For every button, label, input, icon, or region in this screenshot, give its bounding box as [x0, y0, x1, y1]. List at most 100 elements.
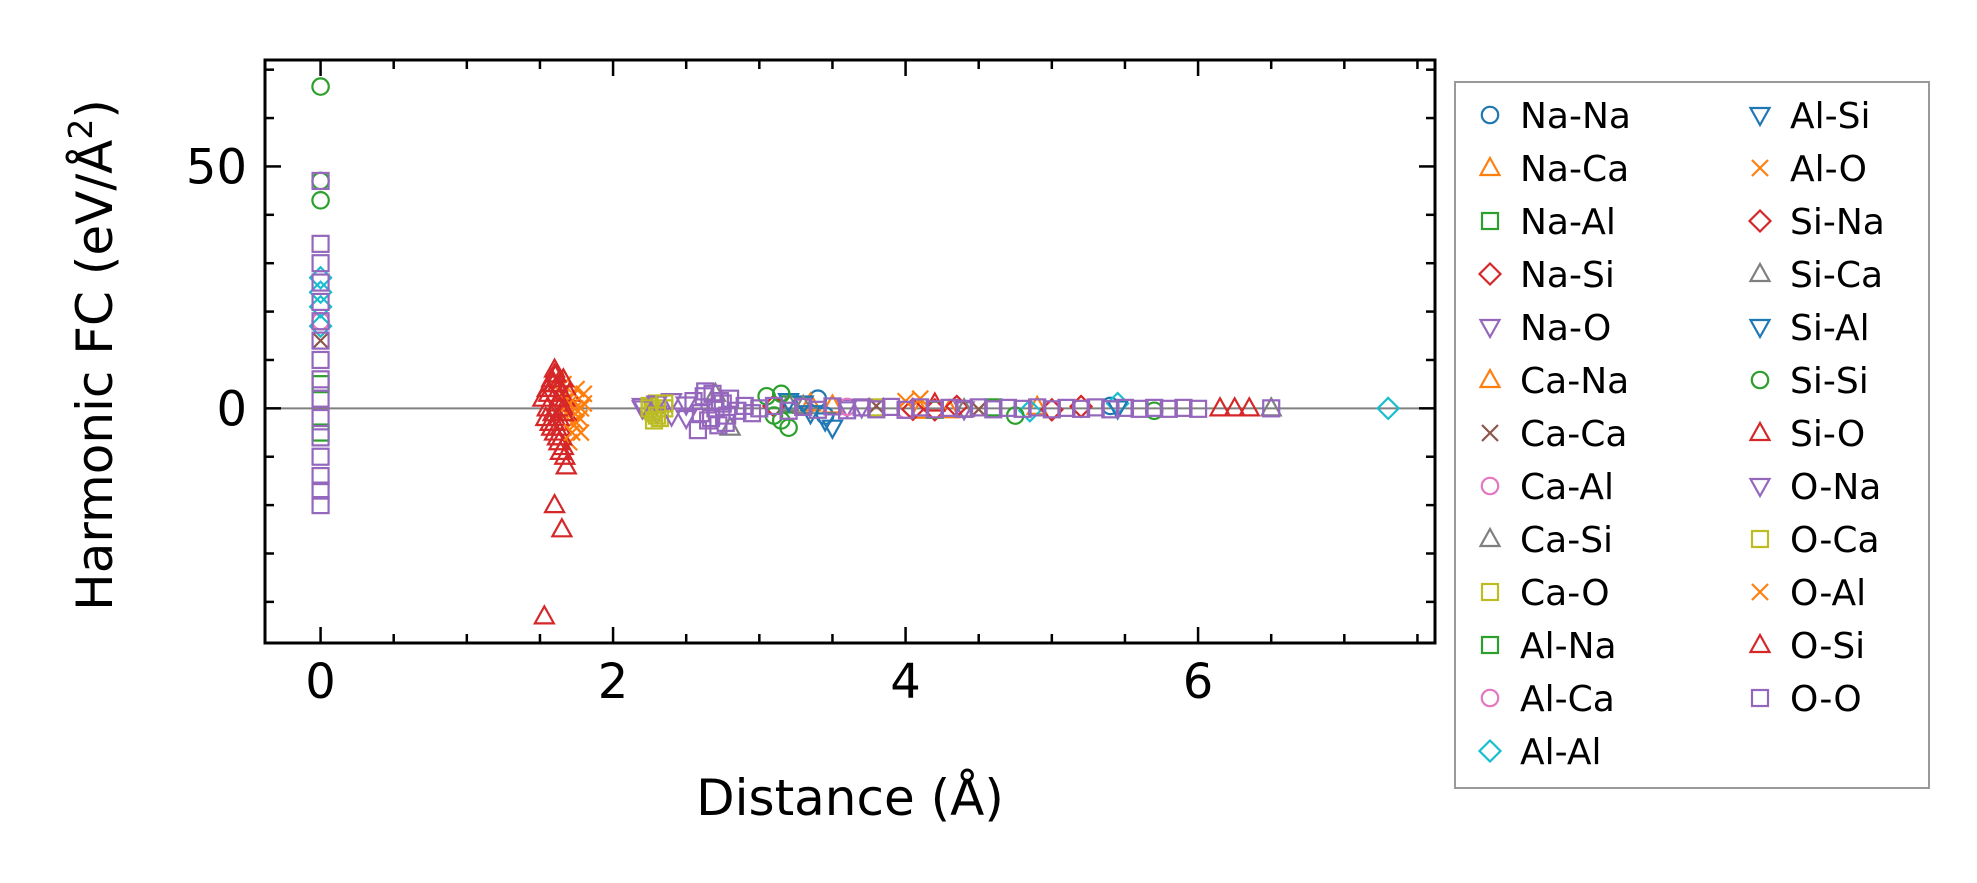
legend-entry-al-ca: Al-Ca [1480, 679, 1615, 720]
legend-label: Na-Al [1520, 202, 1616, 243]
point-o-o [1086, 398, 1105, 417]
point-o-o [984, 400, 1003, 419]
legend-label: Si-Ca [1790, 255, 1883, 296]
legend-marker-si-al [1748, 318, 1772, 340]
point-o-ca [644, 411, 664, 430]
point-ca-ca [311, 331, 330, 350]
legend-label: Si-Si [1790, 361, 1869, 402]
legend-marker-ca-na [1478, 367, 1502, 389]
point-na-o [835, 398, 859, 420]
y-axis-label: Harmonic FC (eV/Å2) [61, 99, 124, 611]
point-o-o [311, 428, 330, 447]
point-si-o [547, 376, 571, 398]
series-o-ca [640, 394, 674, 430]
legend-frame [1454, 81, 1930, 789]
legend-marker-o-ca [1750, 529, 1770, 549]
legend-label: O-Al [1790, 573, 1866, 614]
plot-frame [263, 58, 1437, 645]
point-o-o [311, 171, 330, 191]
y-axis-label-close: ) [66, 99, 124, 119]
legend-entry-ca-o: Ca-O [1480, 573, 1610, 614]
legend-entry-na-na: Na-Na [1480, 96, 1631, 137]
legend-marker-si-ca [1748, 261, 1772, 283]
point-o-o [969, 398, 988, 417]
axis-ticks [265, 60, 1435, 643]
point-o-o [1042, 400, 1061, 419]
legend-label: Ca-Ca [1520, 414, 1627, 455]
legend-marker-ca-al [1480, 476, 1500, 496]
point-si-o [551, 396, 575, 417]
point-al-al [1017, 398, 1042, 423]
point-na-o [660, 392, 683, 414]
point-o-o [940, 398, 959, 417]
legend-entry-al-al: Al-Al [1477, 732, 1601, 773]
legend-marker-o-na [1748, 477, 1772, 499]
series-si-si [311, 77, 1164, 438]
legend-label: Al-Al [1520, 732, 1601, 773]
point-si-o [553, 444, 577, 465]
legend-entry-na-si: Na-Si [1477, 255, 1615, 296]
legend-entry-si-o: Si-O [1748, 414, 1865, 455]
point-o-o [311, 481, 330, 500]
legend-entry-ca-al: Ca-Al [1480, 467, 1614, 508]
legend-label: Al-Si [1790, 96, 1870, 137]
point-si-o [1223, 396, 1247, 417]
point-o-o [311, 234, 330, 253]
legend-marker-o-si [1748, 632, 1772, 654]
point-o-o [764, 396, 784, 416]
legend-marker-na-o [1478, 318, 1502, 340]
legend-label: O-O [1790, 679, 1862, 720]
point-al-al [1376, 396, 1401, 421]
point-o-o [779, 401, 798, 420]
point-o-si [551, 400, 575, 422]
legend-entry-al-si: Al-Si [1748, 96, 1870, 137]
legend-entry-si-ca: Si-Ca [1748, 255, 1883, 296]
point-o-o [837, 401, 857, 420]
y-axis-label-main: Harmonic FC (eV/Å [66, 140, 124, 611]
point-o-o [911, 398, 930, 417]
point-o-o [311, 273, 330, 292]
point-o-si [543, 410, 566, 431]
legend-label: Ca-O [1520, 573, 1610, 614]
legend-marker-na-ca [1478, 155, 1502, 177]
legend: Na-Na Na-Ca Na-Al Na-Si Na-O Ca-Na Ca-Ca Ca-Al C… [1477, 96, 1885, 773]
legend-label: Si-Al [1790, 308, 1870, 349]
legend-entry-na-al: Na-Al [1480, 202, 1616, 243]
legend-entry-al-o: Al-O [1751, 149, 1867, 190]
legend-entry-si-na: Si-Na [1747, 202, 1885, 243]
point-si-o [554, 454, 578, 475]
legend-entry-si-al: Si-Al [1748, 308, 1870, 349]
x-tick-label: 0 [305, 654, 336, 710]
point-si-o [532, 604, 556, 625]
point-o-o [710, 391, 729, 411]
point-o-o [311, 408, 330, 428]
legend-label: Si-Na [1790, 202, 1885, 243]
point-si-o [543, 492, 566, 514]
point-o-o [311, 447, 330, 466]
point-si-o [1237, 396, 1261, 417]
legend-entry-na-ca: Na-Ca [1478, 149, 1629, 190]
legend-label: Al-O [1790, 149, 1867, 190]
point-ca-si [718, 415, 742, 436]
point-o-o [311, 254, 330, 273]
legend-entry-o-al: O-Al [1751, 573, 1866, 614]
series-o-al [560, 385, 929, 442]
legend-marker-ca-si [1478, 526, 1502, 548]
legend-label: Na-O [1520, 308, 1611, 349]
y-tick-label: 50 [186, 139, 247, 195]
point-o-al [575, 385, 593, 403]
data-points-layer [308, 77, 1401, 625]
legend-marker-o-o [1750, 688, 1770, 708]
x-tick-label: 2 [598, 654, 629, 710]
point-o-o [1130, 399, 1149, 418]
point-ca-na [938, 398, 961, 419]
point-o-o [896, 400, 915, 419]
point-o-o [696, 382, 715, 401]
point-o-o [311, 389, 330, 408]
point-si-o [550, 517, 574, 538]
legend-marker-al-al [1477, 738, 1503, 764]
legend-entry-na-o: Na-O [1478, 308, 1611, 349]
legend-marker-si-o [1748, 420, 1772, 442]
point-o-o [1028, 398, 1047, 417]
